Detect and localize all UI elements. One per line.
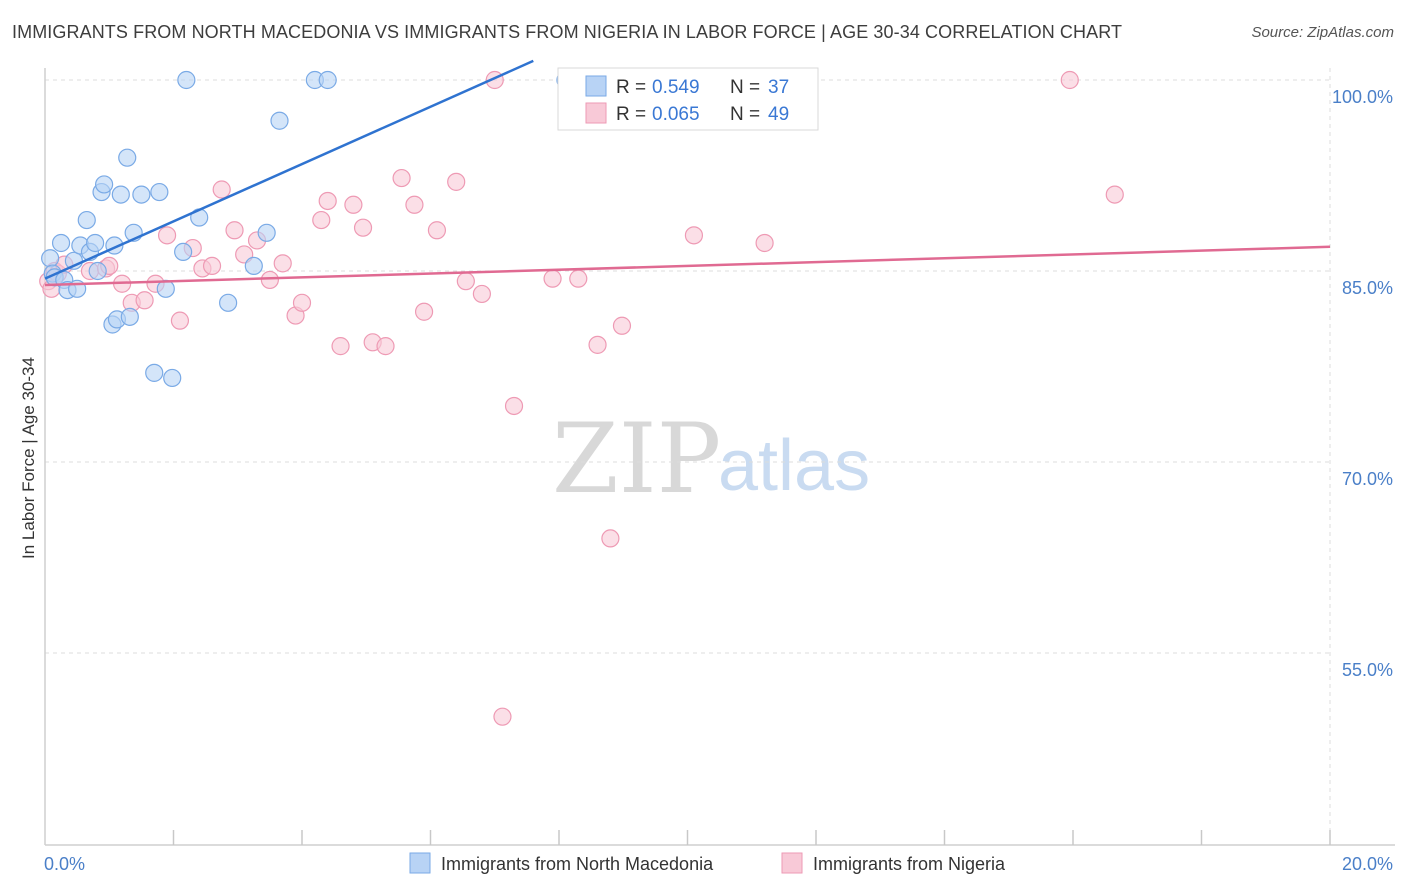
legend-r-label-1: R = (616, 77, 646, 98)
bottom-legend-swatch-nigeria (781, 852, 803, 874)
data-point (1060, 70, 1079, 90)
data-point (177, 70, 196, 90)
data-point (405, 195, 424, 214)
data-point (588, 335, 607, 354)
trend-lines (44, 59, 1331, 287)
data-point (120, 307, 139, 326)
data-point (427, 221, 447, 240)
data-point (174, 242, 193, 261)
data-point (1105, 185, 1124, 204)
bottom-legend-swatch-north-macedonia (409, 852, 431, 874)
data-point (145, 363, 164, 382)
data-point (202, 256, 222, 276)
y-tick-label: 55.0% (1342, 660, 1393, 680)
data-point (111, 185, 130, 204)
data-point (170, 311, 190, 330)
data-point (601, 529, 620, 548)
data-point (472, 284, 491, 304)
data-point (447, 172, 466, 191)
series-nigeria-points (39, 70, 1124, 726)
data-point (95, 175, 114, 194)
data-point (376, 337, 395, 356)
data-point (88, 261, 107, 281)
data-point (569, 269, 588, 288)
correlation-legend: R = 0.549 N = 37 R = 0.065 N = 49 (557, 67, 819, 131)
y-tick-label: 85.0% (1342, 278, 1393, 298)
legend-n-label-2: N = (730, 104, 760, 125)
data-point (135, 291, 154, 310)
data-point (344, 195, 363, 214)
data-point (318, 70, 337, 90)
data-point (51, 233, 71, 253)
data-point (684, 226, 704, 245)
legend-r-value-1: 0.549 (652, 77, 700, 98)
series-legend: Immigrants from North Macedonia Immigran… (409, 852, 1006, 874)
data-point (543, 269, 562, 288)
legend-r-value-2: 0.065 (652, 104, 700, 125)
trend-line-north-macedonia (44, 59, 534, 280)
data-point (212, 180, 231, 199)
data-point (414, 302, 434, 321)
legend-n-label-1: N = (730, 77, 760, 98)
legend-swatch-nigeria (585, 102, 607, 124)
data-point (244, 256, 263, 276)
data-point (150, 182, 169, 202)
data-point (493, 707, 512, 726)
y-axis-label: In Labor Force | Age 30-34 (19, 357, 38, 559)
data-point (219, 293, 238, 312)
series-north-macedonia-points (41, 70, 575, 388)
data-point (273, 254, 292, 273)
data-point (41, 249, 60, 268)
data-point (331, 337, 350, 356)
watermark-atlas: atlas (718, 426, 870, 506)
data-point (118, 148, 137, 167)
x-tick-label-min: 0.0% (44, 854, 85, 874)
legend-r-label-2: R = (616, 104, 646, 125)
data-point (318, 191, 337, 211)
data-point (163, 368, 182, 388)
data-point (612, 316, 632, 335)
source-label: Source: ZipAtlas.com (1251, 24, 1394, 41)
y-tick-label: 100.0% (1332, 87, 1393, 107)
bottom-legend-label-north-macedonia: Immigrants from North Macedonia (441, 854, 714, 874)
data-point (755, 233, 774, 253)
x-tick-label-max: 20.0% (1342, 854, 1393, 874)
y-tick-label: 70.0% (1342, 469, 1393, 489)
x-axis-ticks (172, 830, 1331, 845)
trend-line-nigeria (44, 245, 1331, 287)
data-point (292, 293, 312, 312)
data-point (312, 210, 331, 230)
data-point (456, 272, 475, 291)
data-point (353, 218, 373, 237)
data-point (77, 210, 96, 230)
data-point (392, 168, 411, 188)
data-point (504, 396, 524, 416)
data-point (86, 233, 105, 253)
data-point (257, 223, 276, 242)
chart-title: IMMIGRANTS FROM NORTH MACEDONIA VS IMMIG… (12, 22, 1123, 42)
data-point (260, 270, 279, 290)
y-tick-labels: 55.0% 70.0% 85.0% 100.0% (1332, 87, 1393, 680)
data-point (157, 226, 177, 245)
data-point (156, 279, 175, 298)
legend-n-value-2: 49 (768, 104, 789, 125)
legend-swatch-north-macedonia (585, 75, 607, 97)
data-point (225, 221, 244, 240)
watermark: ZIP atlas (552, 403, 870, 515)
data-point (132, 185, 151, 204)
legend-n-value-1: 37 (768, 77, 789, 98)
data-point (270, 111, 289, 130)
watermark-zip: ZIP (552, 403, 721, 515)
bottom-legend-label-nigeria: Immigrants from Nigeria (813, 854, 1006, 874)
